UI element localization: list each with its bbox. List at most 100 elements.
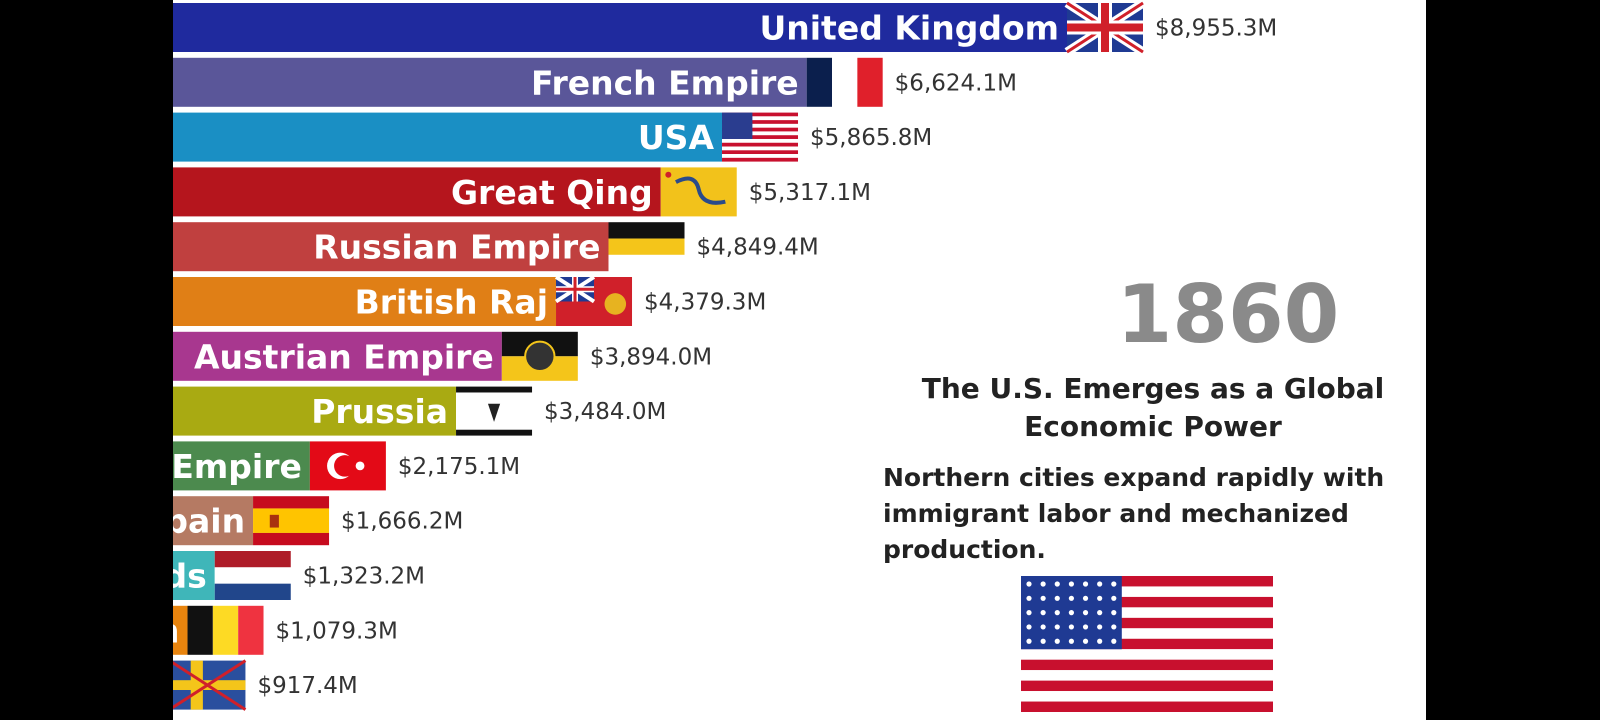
flag-stripe xyxy=(1021,596,1273,608)
description-text: Northern cities expand rapidly with immi… xyxy=(883,463,1385,564)
flag-star xyxy=(1097,610,1103,616)
value-label: $917.4M xyxy=(257,673,357,699)
bar-group: Great Qing $5,317.1M xyxy=(173,167,871,217)
bar-group: Austrian Empire $3,894.0M xyxy=(173,331,712,381)
russian-flag-icon xyxy=(608,222,685,272)
bar xyxy=(173,222,609,272)
category-label: French Empire xyxy=(531,63,799,102)
bar-group: Russian Empire $4,849.4M xyxy=(173,222,819,272)
flag-star xyxy=(1097,624,1103,630)
chart-canvas: United Kingdom $8,955.3M French Empire $6,6… xyxy=(173,0,1426,720)
flag-star xyxy=(1026,624,1032,630)
flag-stripe xyxy=(1021,628,1273,639)
flag-star xyxy=(1040,581,1046,587)
bar-group: USA $5,865.8M xyxy=(173,112,932,162)
bar-group: Belgium $1,079.3M xyxy=(173,605,398,655)
flag-stripe xyxy=(1021,649,1273,660)
bar-group: Netherlands $1,323.2M xyxy=(173,551,425,600)
flag-star xyxy=(1054,610,1060,616)
flag-star xyxy=(1082,581,1089,587)
flag-star xyxy=(1026,638,1032,644)
category-label: Austrian Empire xyxy=(194,337,494,376)
category-label: Great Qing xyxy=(451,173,653,212)
flag-star xyxy=(1026,595,1032,601)
category-label: USA xyxy=(638,118,715,157)
bar-group: French Empire $6,624.1M xyxy=(173,57,1017,107)
uk-flag-icon xyxy=(1064,0,1146,56)
flag-star xyxy=(1111,610,1117,616)
bar-chart: United Kingdom $8,955.3M French Empire $6,6… xyxy=(173,0,1277,711)
year-label: 1860 xyxy=(1116,268,1340,361)
flag-star xyxy=(1054,624,1060,630)
flag-star xyxy=(1040,624,1046,630)
bar-group: United Kingdom $8,955.3M xyxy=(173,0,1277,56)
flag-star xyxy=(1054,581,1060,587)
category-label: British Raj xyxy=(355,283,548,322)
category-label: Netherlands xyxy=(173,557,207,596)
flag-star xyxy=(1111,581,1117,587)
flag-star xyxy=(1040,595,1046,601)
flag-star xyxy=(1097,595,1103,601)
value-label: $1,666.2M xyxy=(341,509,463,535)
bar xyxy=(173,605,188,655)
flag-star xyxy=(1040,610,1046,616)
flag-star xyxy=(1068,624,1074,630)
bar-group: Ottoman Empire $2,175.1M xyxy=(173,441,520,491)
flag-star xyxy=(1111,595,1117,601)
value-label: $8,955.3M xyxy=(1155,16,1277,42)
value-label: $4,849.4M xyxy=(697,235,819,261)
bar-group: weden-Norway$917.4M xyxy=(173,659,358,711)
bar xyxy=(173,3,1067,52)
value-label: $3,894.0M xyxy=(590,344,712,370)
bar xyxy=(173,57,807,107)
qing-flag-icon xyxy=(660,167,737,217)
value-label: $3,484.0M xyxy=(544,399,666,425)
headline: The U.S. Emerges as a Global Economic Po… xyxy=(921,372,1385,443)
flag-star xyxy=(1082,638,1089,644)
us-flag-icon xyxy=(722,112,799,162)
usa-flag-feature-icon xyxy=(1021,576,1273,712)
flag-star xyxy=(1082,595,1089,601)
flag-star xyxy=(1097,581,1103,587)
category-label: United Kingdom xyxy=(759,9,1059,48)
ottoman-flag-icon xyxy=(309,441,386,491)
flag-star xyxy=(1082,624,1089,630)
flag-star xyxy=(1068,610,1074,616)
category-label: Prussia xyxy=(311,392,448,431)
flag-star xyxy=(1097,638,1103,644)
value-label: $1,323.2M xyxy=(303,564,425,590)
flag-stripe xyxy=(1021,617,1273,629)
flag-stripe xyxy=(1021,691,1273,702)
sweden-norway-flag-icon xyxy=(173,659,247,711)
spanish-flag-icon xyxy=(253,496,330,546)
bar xyxy=(173,167,661,217)
value-label: $2,175.1M xyxy=(398,454,520,480)
flag-star xyxy=(1082,610,1089,616)
bar-group: British Raj $4,379.3M xyxy=(173,275,766,326)
category-label: Ottoman Empire xyxy=(173,447,302,486)
flag-stripe xyxy=(1021,586,1273,597)
flag-stripe xyxy=(1021,607,1273,618)
prussian-flag-icon xyxy=(456,386,533,436)
bar xyxy=(173,496,254,546)
flag-stripe xyxy=(1021,680,1273,692)
flag-star xyxy=(1040,638,1046,644)
flag-star xyxy=(1054,595,1060,601)
category-label: Spain xyxy=(173,502,245,541)
bar xyxy=(173,551,215,600)
flag-stripe xyxy=(1021,638,1273,650)
value-label: $5,865.8M xyxy=(810,125,932,151)
flag-stripe xyxy=(1021,701,1273,712)
flag-star xyxy=(1111,638,1117,644)
bar xyxy=(173,386,457,436)
bar xyxy=(173,112,723,162)
british-raj-flag-icon xyxy=(554,275,633,326)
flag-star xyxy=(1111,624,1117,630)
bar xyxy=(173,277,557,326)
austrian-flag-icon xyxy=(501,331,578,381)
bar-group: Spain $1,666.2M xyxy=(173,496,463,546)
value-label: $5,317.1M xyxy=(749,180,871,206)
flag-stripe xyxy=(1021,576,1273,587)
value-label: $6,624.1M xyxy=(895,70,1017,96)
flag-star xyxy=(1054,638,1060,644)
